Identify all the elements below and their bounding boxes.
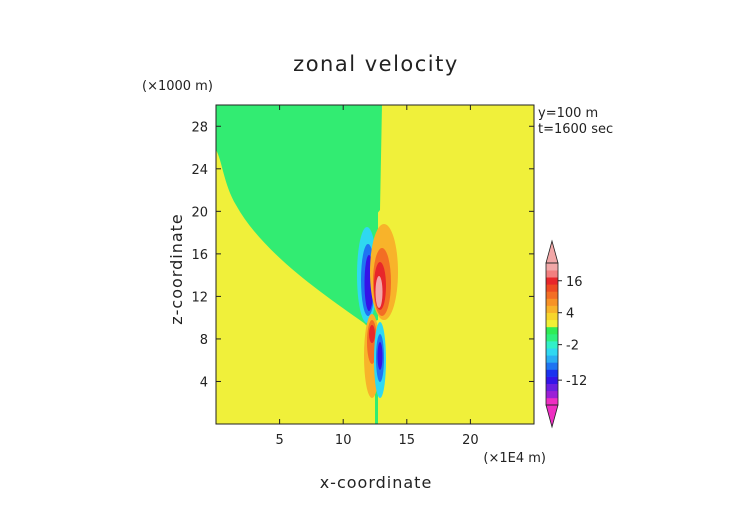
lower-negative-cell xyxy=(374,322,386,398)
colorbar-segment xyxy=(546,319,558,328)
colorbar-segment xyxy=(546,348,558,356)
colorbar-tick-label: 16 xyxy=(566,275,583,290)
colorbar-segment xyxy=(546,397,558,406)
y-axis-title: z-coordinate xyxy=(167,213,186,325)
x-axis-ticks: 5 10 15 20 xyxy=(275,105,479,448)
y-tick-label: 12 xyxy=(191,290,208,305)
colorbar-segment xyxy=(546,390,558,399)
colorbar-segment xyxy=(546,383,558,392)
colorbar-segment xyxy=(546,270,558,278)
colorbar-frame xyxy=(545,262,559,406)
colorbar-tick-label: 4 xyxy=(566,307,574,322)
colorbar-segment xyxy=(546,284,558,292)
colorbar-min-extend xyxy=(545,404,559,429)
colorbar-tick-label: -2 xyxy=(566,339,579,354)
colorbar-segment xyxy=(546,312,558,321)
upper-positive-cell xyxy=(370,224,398,320)
y-tick-label: 16 xyxy=(191,248,208,263)
colorbar-segment xyxy=(546,376,558,384)
colorbar-segment xyxy=(546,298,558,306)
y-tick-label: 24 xyxy=(191,163,208,178)
x-axis-title: x-coordinate xyxy=(320,473,433,492)
colorbar-segment xyxy=(546,263,558,271)
y-tick-label: 28 xyxy=(191,120,208,135)
plot-frame xyxy=(215,104,535,425)
colorbar: 16 4 -2 -12 xyxy=(545,239,587,429)
y-tick-label: 8 xyxy=(200,333,208,348)
negative-notch xyxy=(376,105,382,215)
colorbar-segment xyxy=(546,291,558,299)
colorbar-tick-label: -12 xyxy=(566,374,587,389)
colorbar-segment xyxy=(546,369,558,377)
annotation-y: y=100 m xyxy=(538,106,598,121)
x-tick-label: 20 xyxy=(462,433,479,448)
y-tick-label: 4 xyxy=(200,375,208,390)
negative-wedge xyxy=(362,105,373,262)
y-tick-label: 20 xyxy=(191,205,208,220)
x-tick-label: 5 xyxy=(275,433,283,448)
colorbar-segment xyxy=(546,305,558,313)
y-axis-ticks: 4 8 12 16 20 24 28 xyxy=(191,120,534,390)
x-unit-label: (×1E4 m) xyxy=(483,451,546,466)
plot-area xyxy=(215,104,535,425)
annotation-t: t=1600 sec xyxy=(538,122,613,137)
colorbar-max-extend xyxy=(545,239,559,264)
colorbar-segment xyxy=(546,355,558,363)
chart-title: zonal velocity xyxy=(293,52,459,76)
x-tick-label: 15 xyxy=(399,433,416,448)
colorbar-segment xyxy=(546,326,558,335)
x-tick-label: 10 xyxy=(335,433,352,448)
colorbar-segment xyxy=(546,341,558,349)
positive-strip xyxy=(378,105,534,424)
y-unit-label: (×1000 m) xyxy=(142,79,213,94)
colorbar-segment xyxy=(546,277,558,285)
colorbar-segment xyxy=(546,334,558,342)
colorbar-segment xyxy=(546,362,558,370)
